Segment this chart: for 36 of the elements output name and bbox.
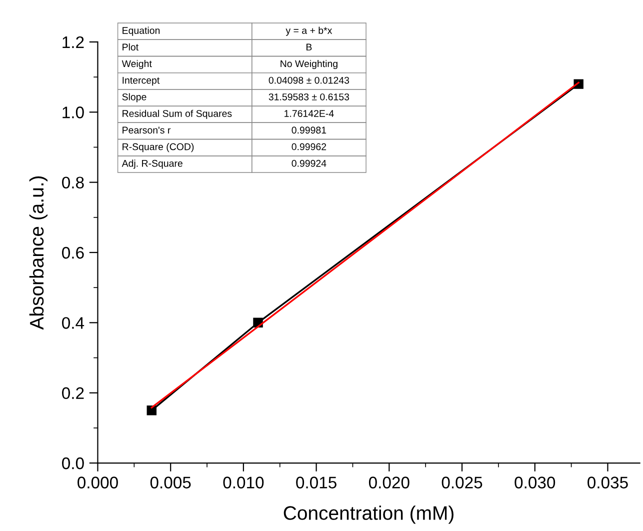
y-tick-label: 0.6 xyxy=(62,246,84,259)
annotation: Intercept xyxy=(122,76,160,86)
y-tick-label: 1.0 xyxy=(62,106,84,118)
annotation: Pearson's r xyxy=(122,126,171,134)
annotation: 0.99962 xyxy=(292,143,326,150)
annotation: B xyxy=(306,44,312,50)
text: Equation xyxy=(122,26,160,36)
annotation: Weight xyxy=(122,60,152,70)
x-axis-title: Concentration (mM) xyxy=(284,506,454,524)
x-tick-label: 0.020 xyxy=(368,476,410,488)
y-tick-label: 0.0 xyxy=(62,457,84,470)
annotation: R-Square (COD) xyxy=(122,143,194,152)
annotation: 0.99981 xyxy=(292,126,326,134)
text: y = a + b*x xyxy=(286,26,332,36)
y-tick-label: 0.8 xyxy=(62,176,84,189)
annotation: Residual Sum of Squares xyxy=(122,110,232,119)
x-tick-label: 0.010 xyxy=(223,476,264,488)
annotation: 1.76142E-4 xyxy=(284,110,334,117)
x-tick-label: 0.025 xyxy=(442,476,482,488)
x-tick-label: 0.015 xyxy=(296,476,336,488)
annotation: Adj. R-Square xyxy=(122,160,182,169)
annotation: 31.59583 ± 0.6153 xyxy=(268,93,350,100)
y-tick-label: 0.2 xyxy=(62,387,84,400)
y-axis-title: Absorbance (a.u.) xyxy=(29,176,48,330)
annotation: Plot xyxy=(122,43,138,51)
annotation: Slope xyxy=(122,93,146,102)
x-tick-label: 0.000 xyxy=(78,476,118,488)
x-tick-label: 0.005 xyxy=(150,476,191,488)
annotation: 0.99924 xyxy=(292,160,326,167)
x-tick-label: 0.035 xyxy=(588,476,628,488)
annotation: No Weighting xyxy=(280,60,338,70)
y-tick-label: 0.4 xyxy=(62,317,84,329)
y-tick-label: 1.2 xyxy=(62,36,84,48)
annotation: 0.04098 ± 0.01243 xyxy=(268,76,350,84)
x-tick-label: 0.030 xyxy=(514,476,556,488)
point xyxy=(146,406,157,416)
